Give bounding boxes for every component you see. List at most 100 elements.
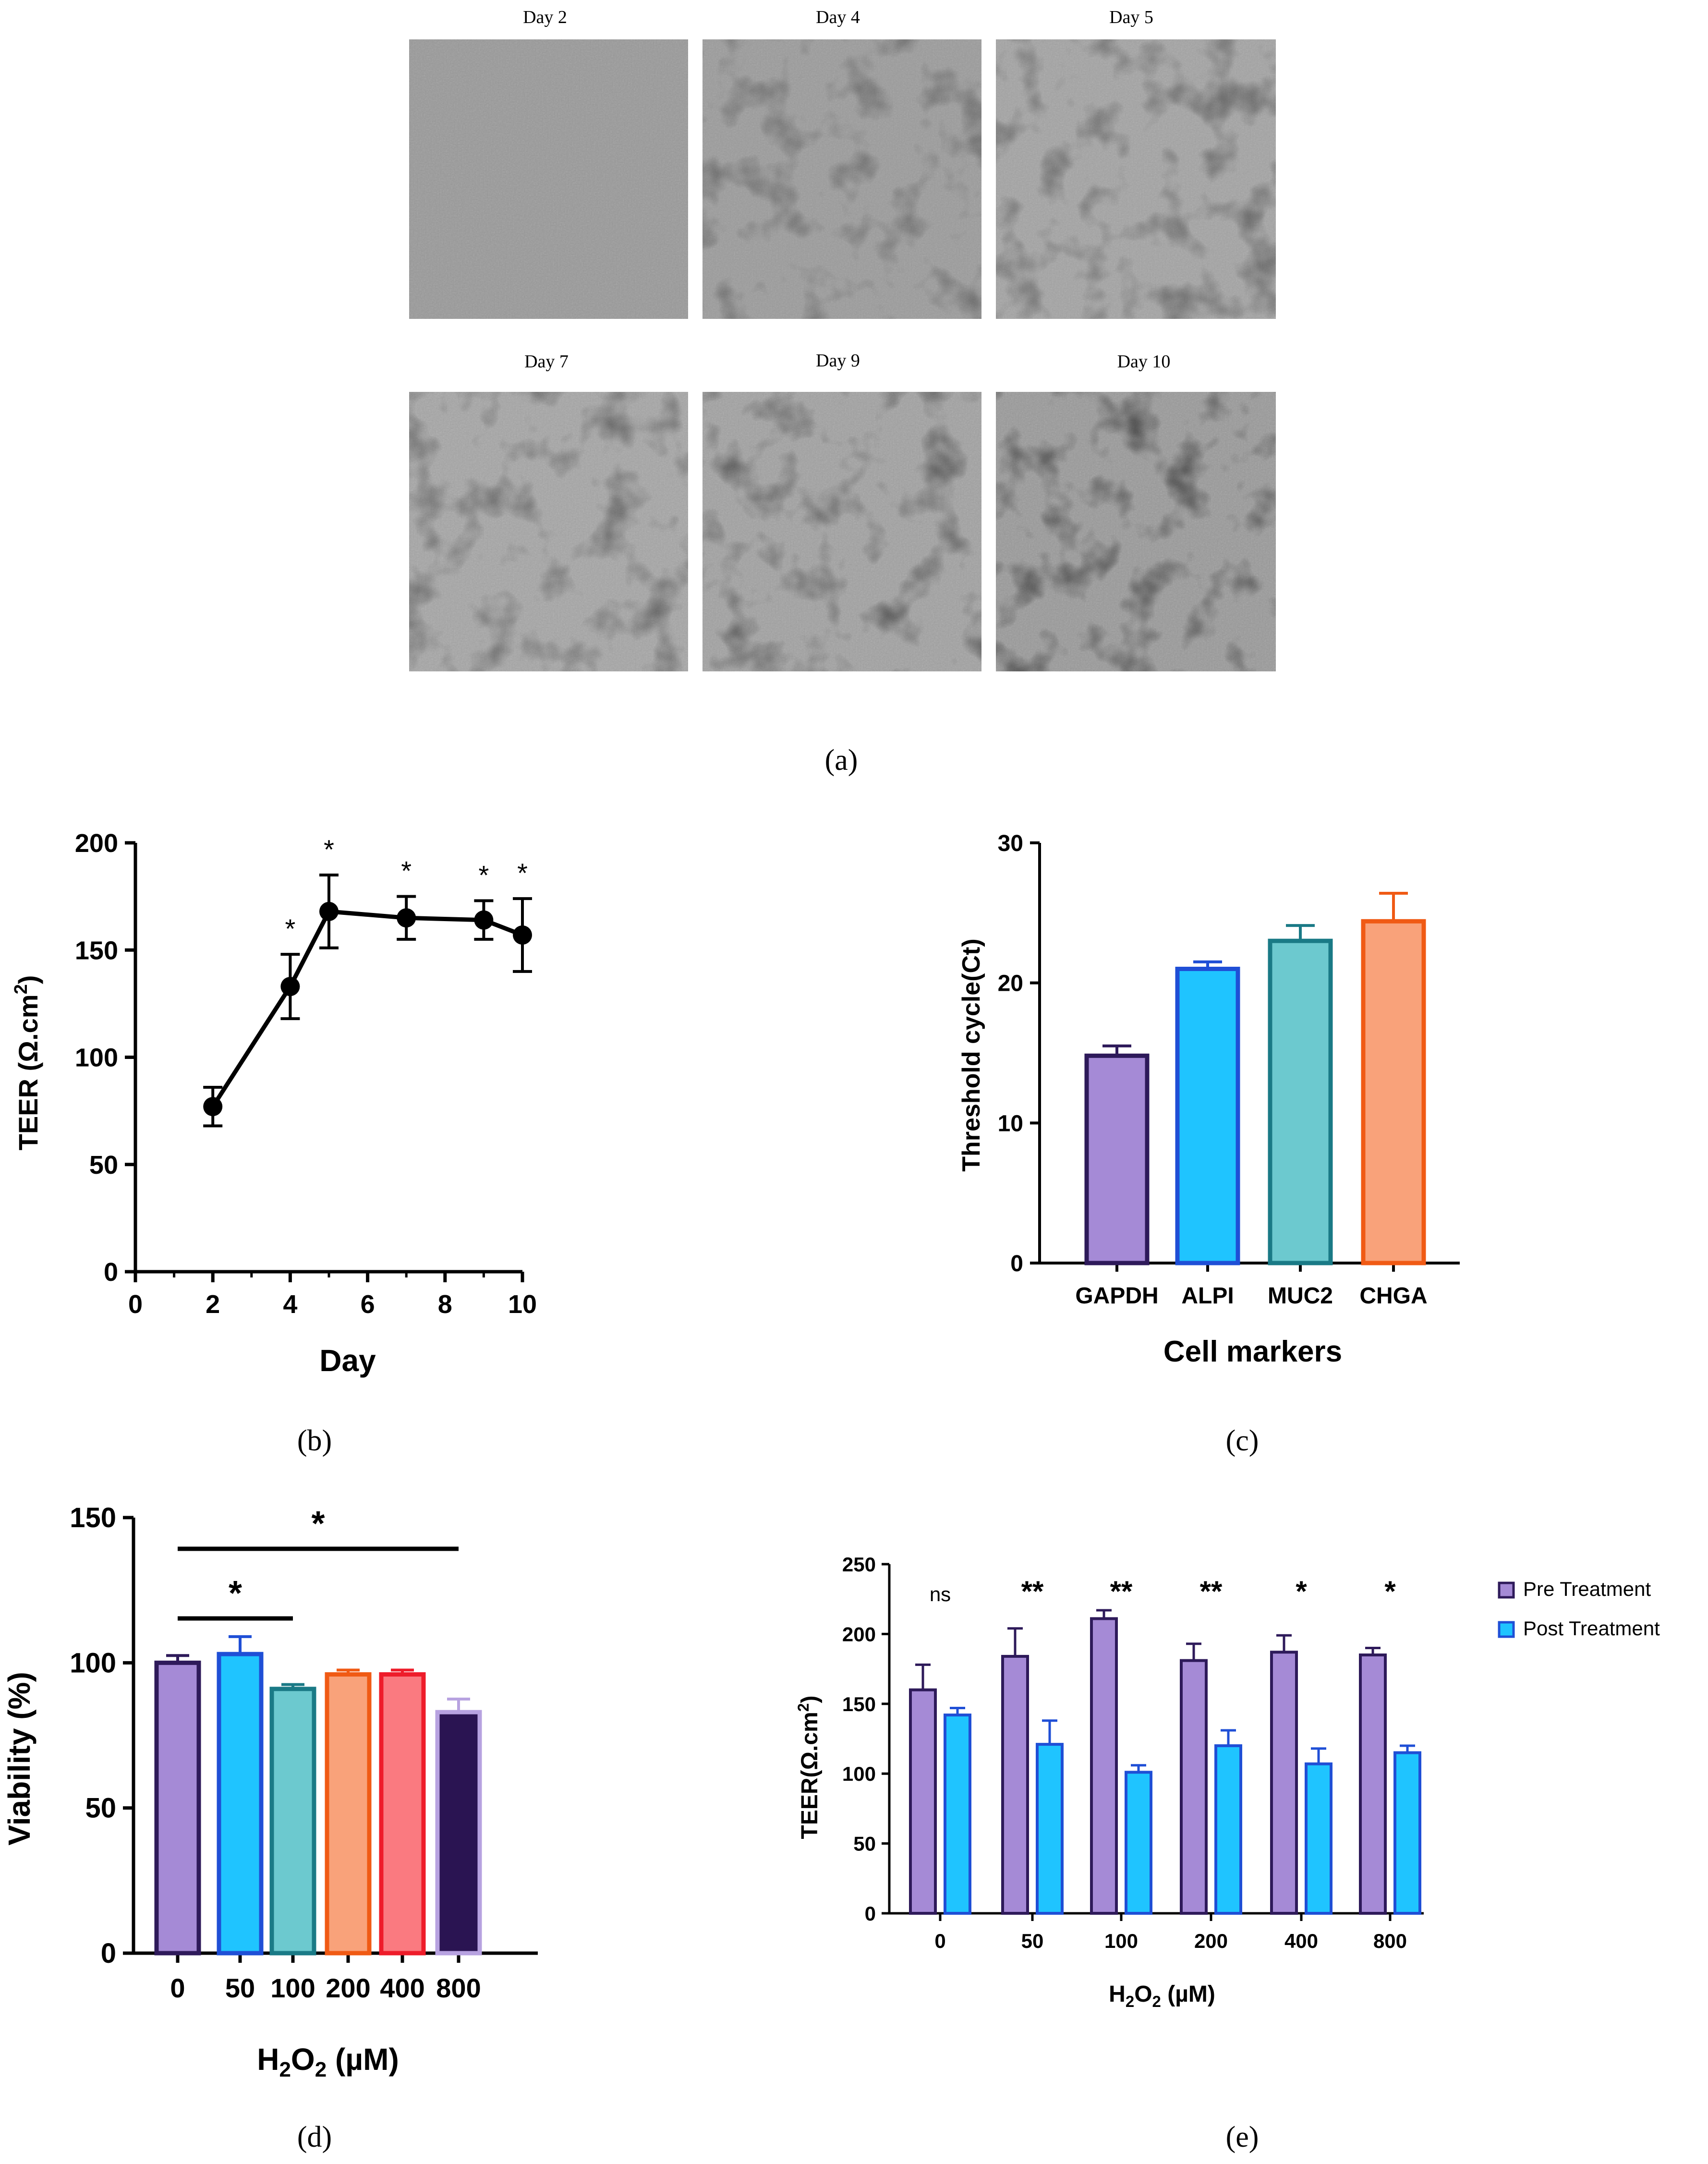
micrograph-label: Day 9 <box>816 351 860 371</box>
y-axis-label: TEER(Ω.cm2) <box>795 1696 823 1839</box>
panel-label-b: (b) <box>297 1424 332 1457</box>
bar <box>217 1652 264 1956</box>
bar <box>1361 919 1426 1265</box>
x-tick-label: ALPI <box>1181 1283 1234 1309</box>
x-tick-label: 50 <box>1021 1930 1044 1952</box>
y-tick-label: 0 <box>101 1938 116 1969</box>
y-tick-label: 10 <box>998 1111 1023 1136</box>
micrograph-panel: Day 2 Day 4 Day 5 Day 7 Day 9 <box>409 7 1276 777</box>
x-tick-label: MUC2 <box>1268 1283 1333 1309</box>
legend-swatch-pre <box>1498 1581 1515 1599</box>
x-tick-label: 200 <box>1194 1930 1228 1952</box>
y-axis-label: Viability (%) <box>2 1672 36 1846</box>
cell-marker-bar-chart: 0 10 20 30 GAPDH ALPI MUC2 CHGA Cell markers Th… <box>957 831 1460 1457</box>
data-point <box>280 977 300 997</box>
micrograph-day2: Day 2 <box>409 7 688 319</box>
data-point <box>203 1097 223 1117</box>
micrograph-label: Day 4 <box>816 7 860 27</box>
y-tick-label: 30 <box>998 831 1023 856</box>
x-axis-label: Cell markers <box>1163 1335 1342 1368</box>
y-tick-label: 250 <box>842 1553 876 1576</box>
legend-swatch-post <box>1498 1621 1515 1638</box>
bar <box>1305 1762 1332 1915</box>
axes: 0 50 100 150 200 0 2 4 6 8 10 <box>75 829 537 1319</box>
y-tick-label: 100 <box>70 1647 116 1678</box>
y-tick-label: 150 <box>75 936 118 965</box>
x-axis-label: H2O2 (µM) <box>257 2042 399 2081</box>
micrograph-day4: Day 4 <box>703 7 981 319</box>
bar <box>1036 1743 1064 1915</box>
bar <box>1359 1653 1387 1915</box>
x-tick-label: 50 <box>225 1973 255 2003</box>
micrograph-label: Day 5 <box>1109 7 1153 27</box>
marks: * * * * * <box>203 834 532 1128</box>
bar <box>1084 1053 1150 1265</box>
x-tick-label: 0 <box>934 1930 945 1952</box>
bar <box>1180 1659 1208 1915</box>
y-tick-label: 20 <box>998 971 1023 997</box>
bar <box>1175 967 1240 1265</box>
x-tick-label: 800 <box>1373 1930 1407 1952</box>
x-tick-label: 400 <box>380 1973 424 2003</box>
significance-label: * <box>1296 1575 1307 1607</box>
x-tick-label: 8 <box>438 1290 452 1319</box>
x-tick-label: 0 <box>128 1290 143 1319</box>
y-tick-label: 50 <box>853 1833 876 1855</box>
bar <box>944 1714 971 1915</box>
micrograph-day5: Day 5 <box>996 7 1276 319</box>
x-tick-label: 4 <box>283 1290 297 1319</box>
bar <box>269 1687 316 1956</box>
marks: ns ** ** ** * * <box>909 1575 1421 1915</box>
significance-label: * <box>517 858 528 888</box>
bar <box>1090 1617 1118 1915</box>
significance-label: ns <box>930 1583 951 1605</box>
y-tick-label: 200 <box>75 829 118 858</box>
bar <box>379 1672 426 1956</box>
y-tick-label: 100 <box>842 1763 876 1785</box>
comparison-label: * <box>311 1505 325 1543</box>
significance-label: ** <box>1021 1575 1044 1607</box>
legend-label-post: Post Treatment <box>1523 1617 1660 1640</box>
y-axis-label: Threshold cycle(Ct) <box>957 938 985 1171</box>
legend-label-pre: Pre Treatment <box>1523 1578 1651 1600</box>
bar <box>1393 1751 1421 1915</box>
x-tick-label: 200 <box>326 1973 370 2003</box>
x-axis-label: H2O2 (µM) <box>1109 1982 1215 2010</box>
x-tick-label: 2 <box>206 1290 220 1319</box>
y-axis-label: TEER (Ω.cm2) <box>11 975 43 1151</box>
legend: Pre Treatment Post Treatment <box>1498 1578 1660 1640</box>
x-tick-label: 100 <box>270 1973 315 2003</box>
x-tick-label: GAPDH <box>1075 1283 1158 1309</box>
y-tick-label: 0 <box>104 1258 118 1287</box>
y-tick-label: 0 <box>1010 1251 1023 1277</box>
micrograph-label: Day 2 <box>523 7 567 27</box>
y-tick-label: 50 <box>85 1793 116 1824</box>
bar <box>1125 1771 1152 1915</box>
marks <box>1084 892 1426 1265</box>
significance-label: * <box>401 856 412 886</box>
bar <box>1001 1654 1029 1915</box>
significance-label: * <box>285 913 296 944</box>
bar <box>1270 1651 1298 1915</box>
significance-label: ** <box>1200 1575 1223 1607</box>
data-point <box>319 901 339 921</box>
y-tick-label: 0 <box>865 1902 876 1925</box>
y-tick-label: 200 <box>842 1623 876 1645</box>
y-tick-label: 50 <box>89 1151 118 1179</box>
bar <box>154 1660 201 1956</box>
micrograph-day9: Day 9 <box>703 351 981 671</box>
axes: 0 50 100 150 200 250 0 50 100 200 400 800 <box>842 1553 1424 1952</box>
significance-label: * <box>324 834 334 864</box>
bar <box>1214 1744 1242 1915</box>
panel-label-e: (e) <box>1226 2121 1259 2153</box>
data-point <box>397 908 416 928</box>
y-tick-label: 150 <box>70 1502 116 1533</box>
teer-line-chart: 0 50 100 150 200 0 2 4 6 8 10 * * * * * Day TEER (Ω.cm… <box>11 829 537 1457</box>
panel-label-a: (a) <box>825 744 858 777</box>
micrograph-day7: Day 7 <box>409 352 688 671</box>
significance-label: ** <box>1110 1575 1133 1607</box>
significance-label: * <box>1384 1575 1396 1607</box>
